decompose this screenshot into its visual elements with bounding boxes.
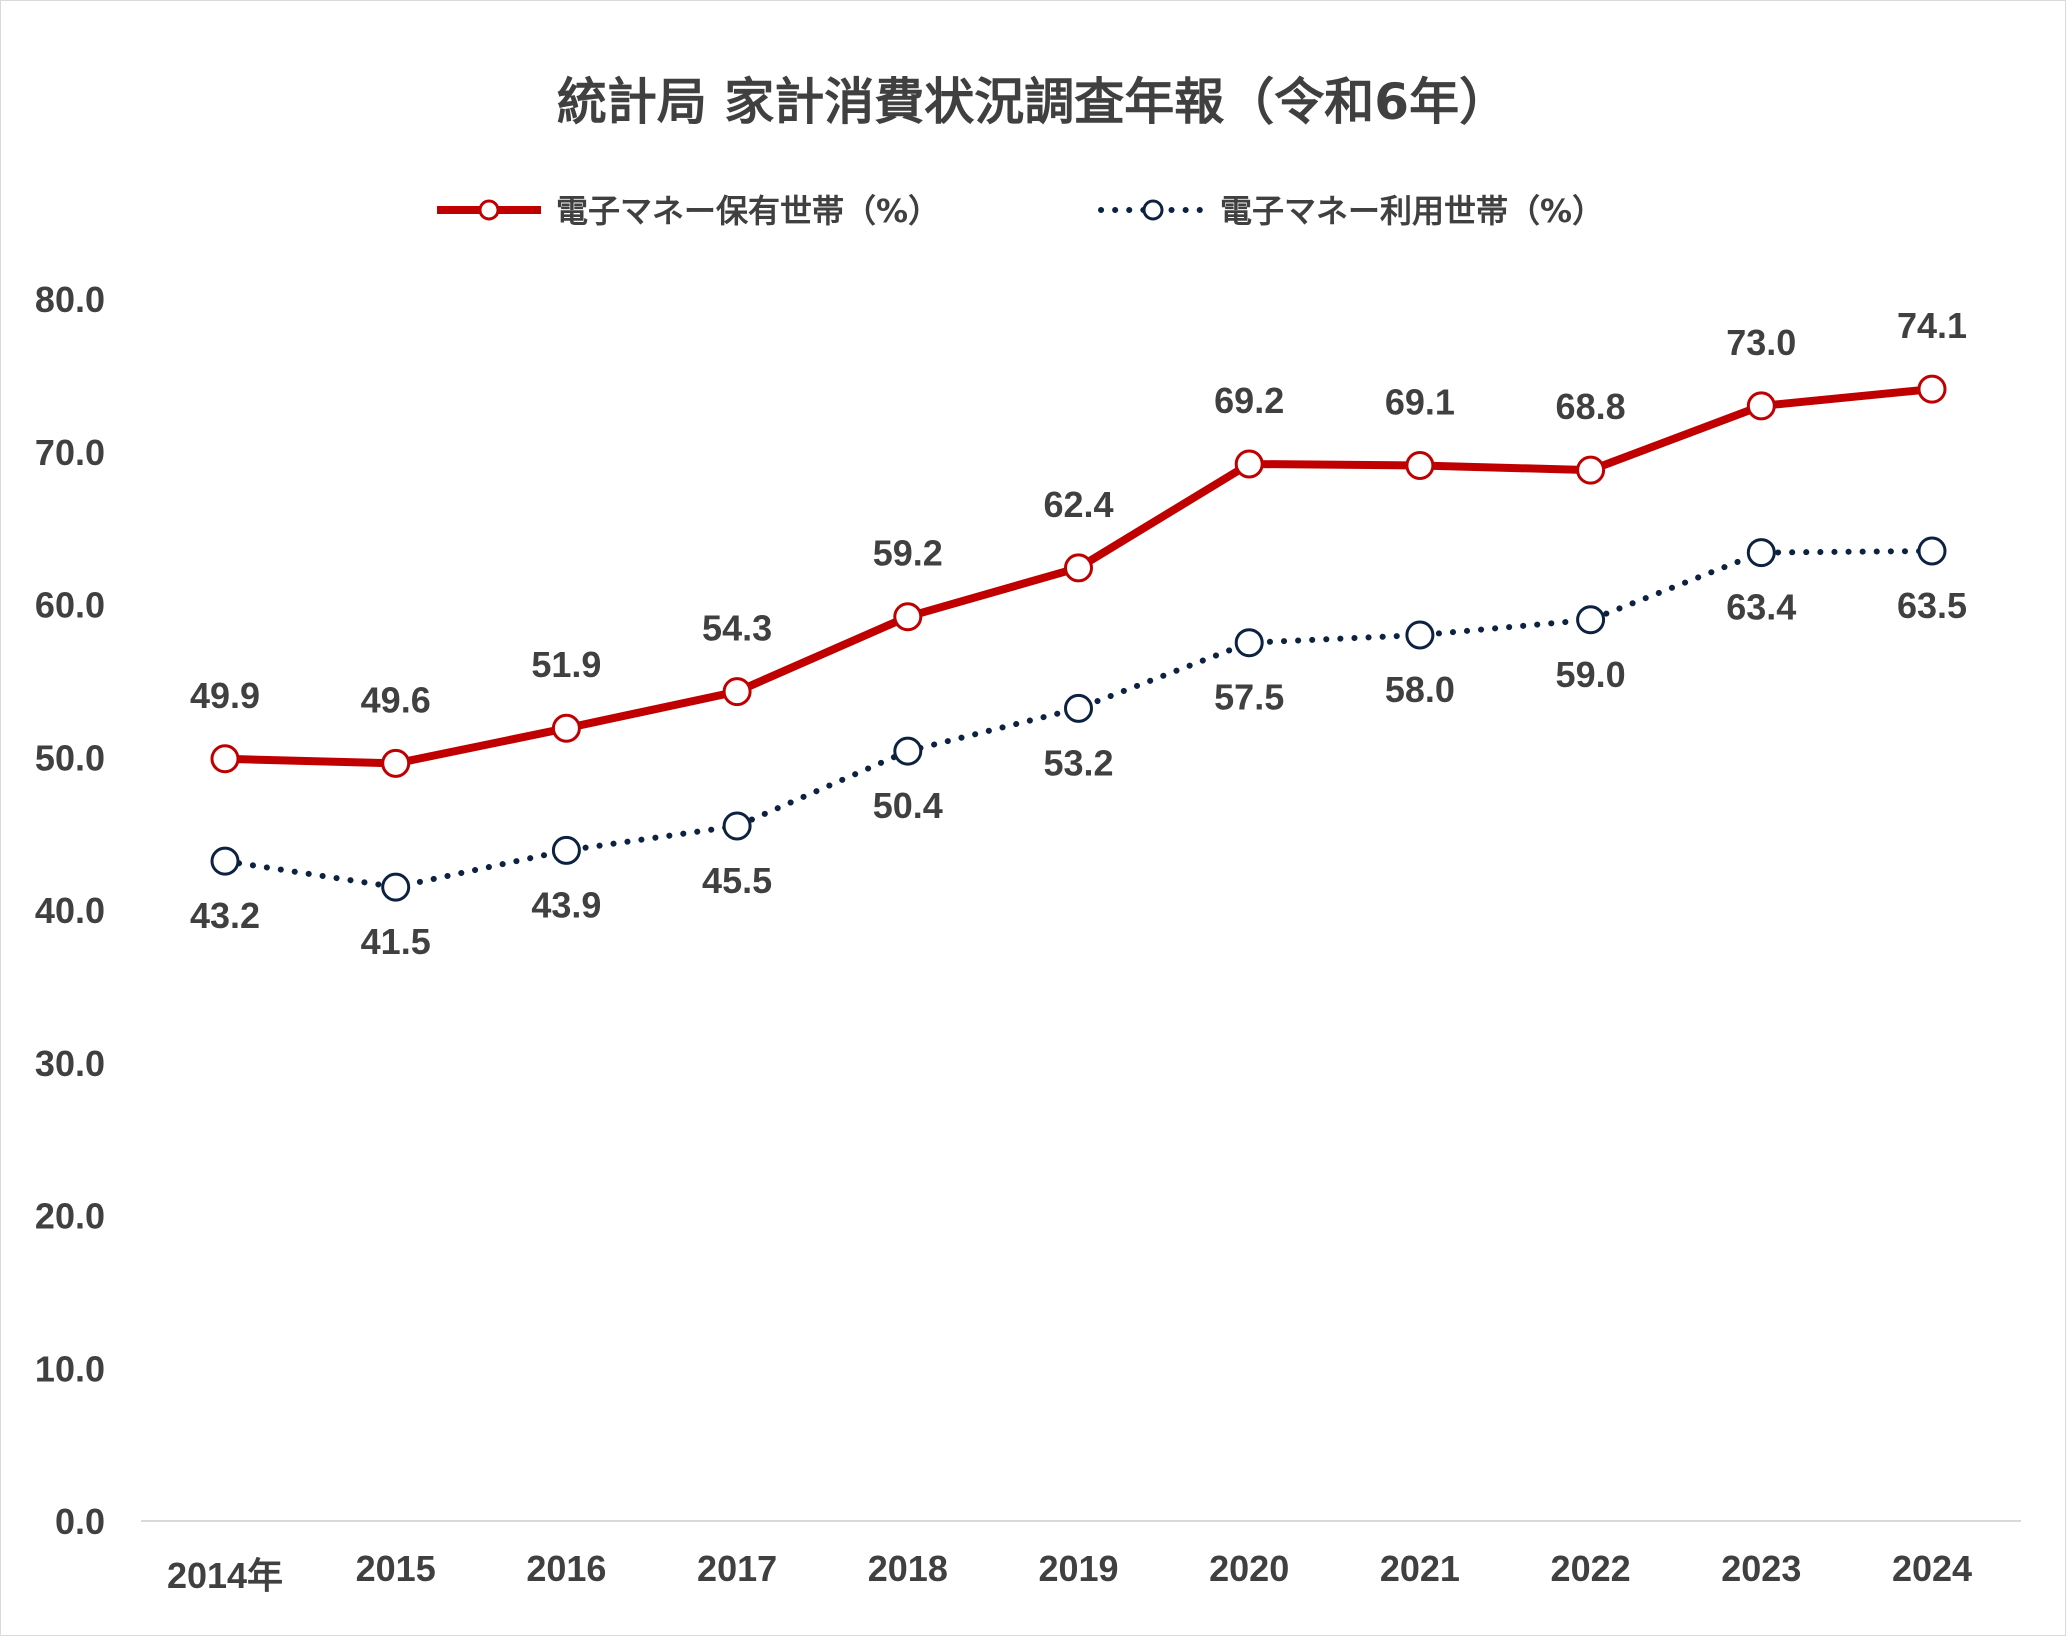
y-tick-label: 50.0 bbox=[35, 737, 105, 778]
y-tick-label: 0.0 bbox=[55, 1501, 105, 1542]
legend-marker-owned bbox=[478, 199, 500, 221]
legend-item-used: 電子マネー利用世帯（%） bbox=[1098, 192, 1604, 230]
data-point bbox=[551, 713, 581, 743]
data-label: 62.4 bbox=[1043, 484, 1113, 525]
series-line-1 bbox=[222, 548, 1935, 891]
data-point bbox=[1064, 553, 1093, 583]
y-tick-label: 20.0 bbox=[35, 1196, 105, 1237]
data-label: 50.4 bbox=[873, 785, 943, 826]
data-point bbox=[722, 811, 752, 841]
data-point bbox=[1405, 450, 1435, 480]
data-label: 49.6 bbox=[361, 679, 431, 720]
data-label: 69.2 bbox=[1214, 380, 1284, 421]
data-point bbox=[1917, 536, 1947, 566]
data-label: 43.2 bbox=[190, 895, 260, 936]
data-label: 45.5 bbox=[702, 860, 772, 901]
data-point bbox=[893, 602, 923, 632]
chart-title: 統計局 家計消費状況調査年報（令和6年） bbox=[557, 73, 1509, 131]
data-label: 51.9 bbox=[531, 644, 601, 685]
data-label: 74.1 bbox=[1897, 305, 1967, 346]
x-tick-label: 2023 bbox=[1721, 1548, 1801, 1589]
y-tick-label: 40.0 bbox=[35, 890, 105, 931]
data-point bbox=[1576, 455, 1606, 485]
x-tick-label: 2019 bbox=[1038, 1548, 1118, 1589]
x-tick-label: 2022 bbox=[1551, 1548, 1631, 1589]
y-tick-label: 70.0 bbox=[35, 432, 105, 473]
data-label: 59.0 bbox=[1556, 654, 1626, 695]
data-label: 73.0 bbox=[1726, 322, 1796, 363]
data-label: 54.3 bbox=[702, 608, 772, 649]
data-point bbox=[1917, 374, 1947, 404]
data-point bbox=[1746, 391, 1776, 421]
data-point bbox=[722, 677, 752, 707]
x-tick-label: 2017 bbox=[697, 1548, 777, 1589]
data-point bbox=[1746, 538, 1776, 568]
x-tick-label: 2015 bbox=[356, 1548, 436, 1589]
data-label: 68.8 bbox=[1556, 386, 1626, 427]
data-label: 41.5 bbox=[361, 921, 431, 962]
legend-label-used: 電子マネー利用世帯（%） bbox=[1220, 192, 1604, 230]
y-tick-label: 30.0 bbox=[35, 1043, 105, 1084]
data-point bbox=[381, 748, 411, 778]
legend-label-owned: 電子マネー保有世帯（%） bbox=[556, 192, 940, 230]
data-point bbox=[210, 846, 240, 876]
data-label: 49.9 bbox=[190, 675, 260, 716]
series-layer: 49.9 49.6 51.9 54.3 59.2 62.4 69.2 69.1 68.8 73.0… bbox=[190, 305, 1967, 962]
y-tick-label: 10.0 bbox=[35, 1348, 105, 1389]
legend-item-owned: 電子マネー保有世帯（%） bbox=[437, 192, 940, 230]
data-label: 58.0 bbox=[1385, 669, 1455, 710]
data-point bbox=[1576, 605, 1606, 635]
data-point bbox=[893, 736, 923, 766]
x-tick-label: 2024 bbox=[1892, 1548, 1972, 1589]
data-point bbox=[1234, 628, 1264, 658]
y-tick-label: 60.0 bbox=[35, 585, 105, 626]
data-label: 63.5 bbox=[1897, 585, 1967, 626]
x-tick-label: 2016 bbox=[526, 1548, 606, 1589]
data-label: 63.4 bbox=[1726, 587, 1796, 628]
legend: 電子マネー保有世帯（%） 電子マネー利用世帯（%） bbox=[437, 192, 1604, 230]
data-point bbox=[1405, 620, 1435, 650]
data-point bbox=[210, 744, 240, 774]
x-tick-label: 2020 bbox=[1209, 1548, 1289, 1589]
x-tick-label: 2014年 bbox=[167, 1555, 283, 1596]
data-point bbox=[381, 872, 411, 902]
data-point bbox=[1064, 693, 1093, 723]
data-label: 59.2 bbox=[873, 533, 943, 574]
data-label: 43.9 bbox=[531, 884, 601, 925]
x-axis: 2014年 2015 2016 2017 2018 2019 2020 2021 2022 202… bbox=[167, 1548, 1972, 1596]
data-label: 57.5 bbox=[1214, 677, 1284, 718]
y-axis: 0.0 10.0 20.0 30.0 40.0 50.0 60.0 70.0 80.0 bbox=[35, 279, 105, 1542]
y-tick-label: 80.0 bbox=[35, 279, 105, 320]
data-label: 53.2 bbox=[1043, 742, 1113, 783]
x-tick-label: 2021 bbox=[1380, 1548, 1460, 1589]
x-tick-label: 2018 bbox=[868, 1548, 948, 1589]
data-point bbox=[551, 835, 581, 865]
legend-marker-used bbox=[1142, 199, 1164, 221]
data-label: 69.1 bbox=[1385, 381, 1455, 422]
data-point bbox=[1234, 449, 1264, 479]
